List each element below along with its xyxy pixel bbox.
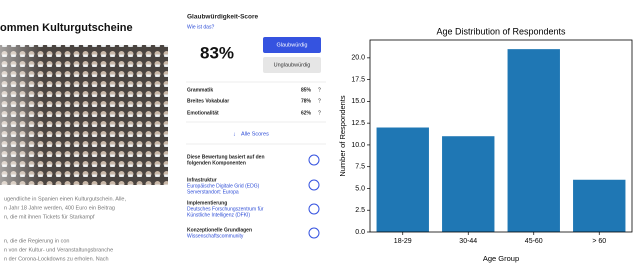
y-tick-label: 2.5	[355, 207, 365, 214]
metric-label: Grammatik	[187, 87, 213, 93]
chart: Age Distribution of Respondents Age Grou…	[338, 26, 633, 263]
credible-button[interactable]	[263, 37, 321, 53]
article-text: n Jahr 18 Jahre werden, 400 Euro ein Bei…	[4, 205, 115, 211]
score: 83%	[200, 43, 234, 62]
section-title: Konzeptionelle Grundlagen	[187, 227, 252, 233]
section-icon	[308, 227, 320, 239]
x-axis-label: Age Group	[483, 254, 519, 263]
y-tick-label: 7.5	[355, 164, 365, 171]
all-scores-link[interactable]: Alle Scores	[241, 131, 269, 137]
y-tick-label: 20.0	[351, 55, 365, 62]
section-icon	[308, 154, 320, 166]
section-line: folgenden Komponenten	[187, 160, 246, 166]
article-text: n der Corona-Lockdowns zu erholen. Nach	[4, 256, 109, 262]
x-tick-label: 45-60	[525, 238, 543, 245]
y-tick-label: 5.0	[355, 185, 365, 192]
metric-label: Breites Vokabular	[187, 98, 229, 104]
metric-label: Emotionalität	[187, 110, 219, 116]
x-tick-label: > 60	[592, 238, 606, 245]
y-axis-label: Number of Respondents	[338, 95, 347, 177]
y-tick-label: 12.5	[351, 120, 365, 127]
x-tick-label: 18-29	[394, 238, 412, 245]
bar	[507, 49, 560, 233]
help-icon[interactable]: ?	[318, 98, 321, 104]
section-line: Künstliche Intelligenz (DFKI)	[187, 212, 250, 218]
metrics: Grammatik 85% ? Breites Vokabular 78% ? …	[187, 87, 321, 116]
section-link[interactable]: Deutsches Forschungszentrum für	[187, 206, 264, 212]
section-link[interactable]: Europäische Digitale Grid (EDG)	[187, 183, 260, 189]
chart-title: Age Distribution of Respondents	[436, 26, 566, 36]
bar	[573, 179, 626, 232]
plot-frame	[369, 39, 633, 233]
article-text: n, die die Regierung in con	[4, 238, 69, 244]
arrow-icon: ↓	[233, 131, 236, 137]
credible-label: Glaubwürdig	[277, 42, 308, 48]
metric-value: 62%	[301, 110, 312, 116]
image-fade	[0, 45, 168, 185]
section-title: Diese Bewertung basiert auf den	[187, 154, 265, 160]
metric-value: 85%	[301, 87, 312, 93]
y-tick-label: 17.5	[351, 76, 365, 83]
bar	[442, 136, 495, 232]
info-link[interactable]: Wie ist das?	[187, 24, 214, 30]
article-text: ugendliche in Spanien einen Kulturgutsch…	[4, 196, 126, 202]
y-tick-label: 15.0	[351, 98, 365, 105]
metric-value: 78%	[301, 98, 312, 104]
panel-title: Glaubwürdigkeit-Score	[187, 14, 259, 21]
not-credible-button[interactable]	[263, 57, 321, 73]
help-icon[interactable]: ?	[318, 110, 321, 116]
article-text: n von der Kultur- und Veranstaltungsbran…	[4, 247, 113, 253]
bar	[376, 127, 429, 232]
section-title: Implementierung	[187, 200, 227, 206]
y-tick-label: 10.0	[351, 142, 365, 149]
y-tick-label: 0.0	[355, 229, 365, 236]
section-title: Infrastruktur	[187, 177, 217, 183]
section-icon	[308, 179, 320, 191]
section-line: Serverstandort: Europa	[187, 189, 239, 195]
not-credible-label: Unglaubwürdig	[274, 62, 311, 68]
help-icon[interactable]: ?	[318, 87, 321, 93]
article-text: n, die mit ihnen Tickets für Starkampf	[4, 214, 95, 220]
section-link[interactable]: Wissenschaftscommunity	[187, 233, 244, 239]
section-icon	[308, 203, 320, 215]
x-tick-label: 30-44	[459, 238, 477, 245]
headline: ommen Kulturgutscheine	[0, 22, 133, 34]
